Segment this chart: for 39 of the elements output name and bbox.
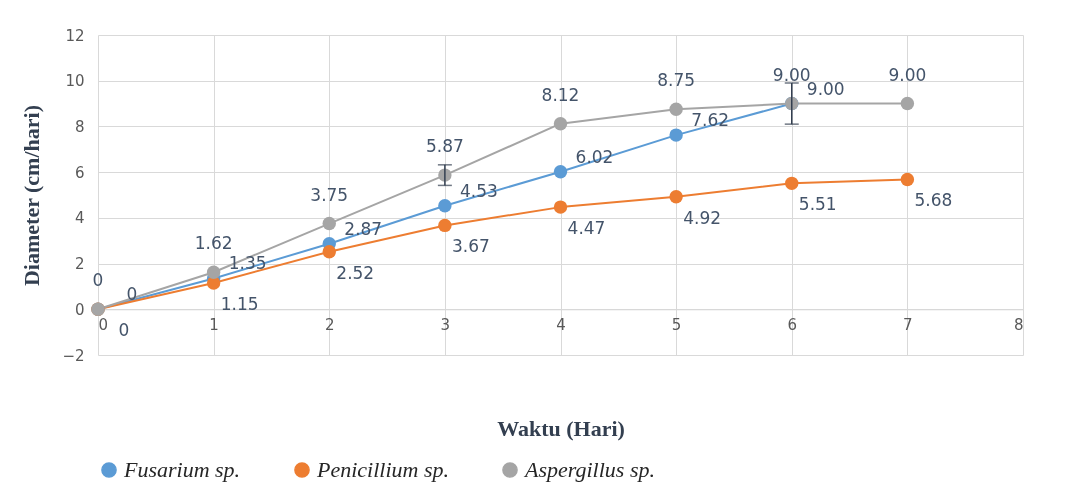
x-axis-title: Waktu (Hari) bbox=[497, 415, 625, 441]
x-tick-label: 1 bbox=[209, 315, 219, 334]
data-label: 4.53 bbox=[459, 180, 498, 201]
y-tick-label: 0 bbox=[74, 300, 85, 319]
data-label: 0 bbox=[92, 270, 104, 291]
y-tick-label: 12 bbox=[65, 26, 85, 45]
data-label: 8.75 bbox=[657, 70, 696, 91]
x-tick-label: 5 bbox=[671, 315, 682, 334]
data-label: 0 bbox=[126, 284, 138, 305]
y-tick-label: 8 bbox=[74, 117, 85, 136]
data-label: 1.62 bbox=[194, 233, 233, 254]
data-label: 4.92 bbox=[683, 207, 722, 228]
y-tick-label: −2 bbox=[62, 346, 85, 365]
x-tick-label: 8 bbox=[1013, 315, 1024, 334]
data-label: 4.47 bbox=[567, 218, 606, 239]
y-tick-label: 10 bbox=[65, 72, 85, 91]
y-tick-label: 6 bbox=[74, 163, 85, 182]
data-label: 8.12 bbox=[541, 84, 580, 105]
data-label: 5.87 bbox=[425, 136, 464, 157]
data-label: 9.00 bbox=[888, 64, 927, 85]
legend-label: Penicillium sp. bbox=[316, 457, 449, 482]
data-label: 2.52 bbox=[336, 262, 375, 283]
data-label: 7.62 bbox=[691, 110, 730, 131]
x-tick-label: 2 bbox=[324, 315, 335, 334]
y-tick-label: 2 bbox=[74, 255, 85, 274]
x-tick-label: 3 bbox=[440, 315, 451, 334]
legend-label: Fusarium sp. bbox=[123, 457, 241, 482]
data-label: 3.67 bbox=[451, 236, 490, 257]
x-tick-label: 0 bbox=[98, 315, 109, 334]
x-tick-label: 6 bbox=[787, 315, 798, 334]
legend-label: Aspergillus sp. bbox=[523, 457, 655, 482]
x-tick-label: 7 bbox=[903, 315, 913, 334]
data-label: 5.51 bbox=[798, 194, 837, 215]
data-label: 3.75 bbox=[310, 184, 349, 205]
y-axis-title: Diameter (cm/hari) bbox=[19, 104, 45, 287]
y-tick-label: 4 bbox=[74, 209, 85, 228]
data-label: 5.68 bbox=[914, 190, 953, 211]
data-label: 1.15 bbox=[220, 294, 259, 314]
x-tick-label: 4 bbox=[556, 315, 566, 334]
